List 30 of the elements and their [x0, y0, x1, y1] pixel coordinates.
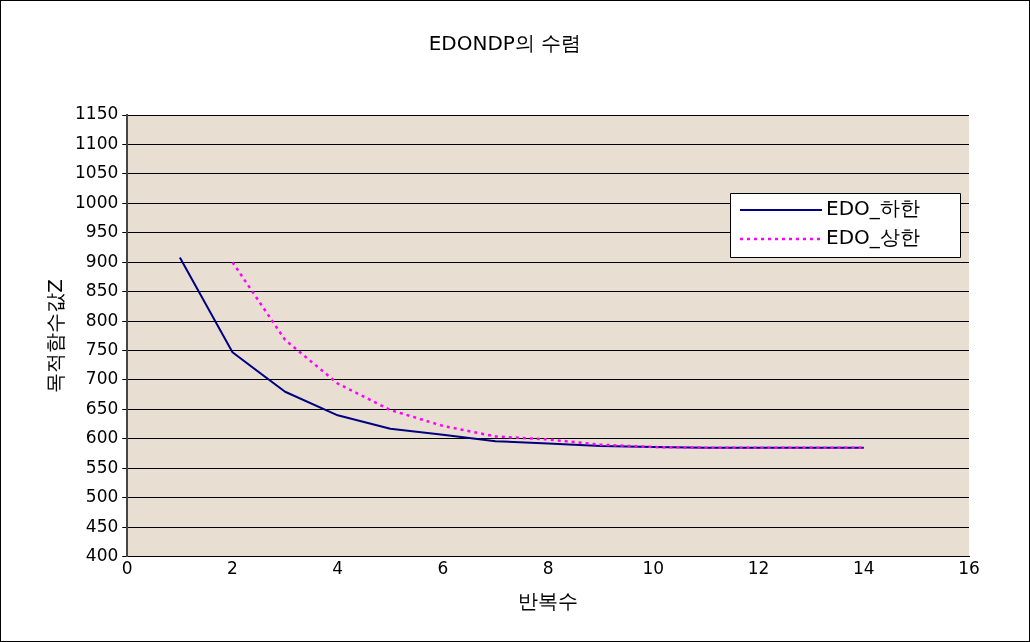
y-tick-label: 1100	[75, 132, 119, 153]
x-tick-label: 16	[958, 558, 980, 579]
y-tick-label: 500	[85, 486, 119, 507]
y-tick-label: 550	[85, 456, 119, 477]
y-tick-label: 450	[85, 515, 119, 536]
x-tick-label: 4	[332, 558, 344, 579]
x-tick-label: 6	[437, 558, 449, 579]
y-tick-label: 900	[85, 250, 119, 271]
x-tick-label: 14	[852, 558, 875, 579]
x-tick-label: 8	[542, 558, 554, 579]
x-tick-label: 2	[227, 558, 238, 579]
x-axis-title: 반복수	[518, 589, 579, 614]
legend-label: EDO_상한	[826, 225, 920, 250]
x-tick-label: 10	[642, 558, 665, 579]
y-tick-label: 950	[85, 221, 119, 242]
y-tick-label: 1050	[75, 162, 119, 183]
y-tick-label: 700	[85, 368, 119, 389]
x-tick-label: 0	[121, 558, 133, 579]
legend-label: EDO_하한	[826, 196, 920, 221]
y-tick-label: 1000	[75, 191, 119, 212]
y-tick-label: 1150	[75, 103, 119, 124]
y-tick-label: 600	[85, 427, 119, 448]
y-axis-title: 목적함수값Z	[43, 278, 68, 393]
y-tick-label: 850	[85, 280, 119, 301]
x-tick-label: 12	[747, 558, 770, 579]
y-tick-label: 400	[85, 545, 119, 566]
y-tick-label: 650	[85, 397, 119, 418]
y-tick-label: 800	[85, 309, 119, 330]
y-tick-label: 750	[85, 338, 119, 359]
chart-title: EDONDP의 수렴	[428, 31, 582, 56]
